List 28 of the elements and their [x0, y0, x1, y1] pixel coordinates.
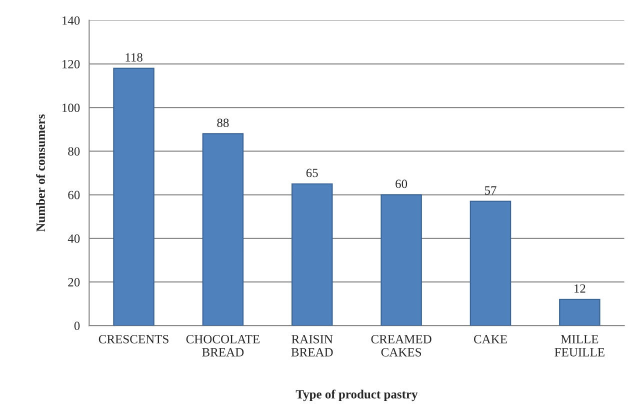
y-tick-label: 20	[68, 278, 80, 286]
x-tick-label: CAKE	[474, 335, 507, 344]
x-tick-label: CRESCENTS	[98, 335, 168, 344]
x-axis-title: Type of product pastry	[296, 390, 418, 402]
data-label: 88	[217, 118, 229, 128]
data-label: 65	[306, 168, 318, 178]
bar	[470, 200, 512, 326]
y-tick-label: 0	[74, 322, 80, 330]
y-tick-label: 120	[62, 60, 80, 68]
x-tick-label: CHOCOLATE BREAD	[186, 335, 260, 356]
bar	[380, 194, 422, 326]
y-axis-title: Number of consumers	[36, 114, 46, 232]
x-tick-label: RAISIN BREAD	[291, 335, 333, 356]
y-tick-label: 140	[62, 16, 80, 25]
bar	[202, 133, 244, 326]
y-tick-label: 60	[68, 190, 80, 200]
x-tick-label: MILLE FEUILLE	[554, 335, 604, 356]
bar	[292, 183, 333, 326]
bar	[559, 298, 600, 326]
data-label: 57	[484, 186, 496, 195]
y-tick-label: 100	[62, 104, 80, 112]
bar	[113, 68, 154, 326]
y-tick-label: 40	[68, 234, 80, 243]
x-tick-label: CREAMED CAKES	[371, 335, 432, 356]
data-label: 118	[126, 53, 142, 62]
data-label: 12	[574, 284, 586, 293]
y-tick-label: 80	[68, 147, 80, 156]
data-label: 60	[396, 180, 408, 188]
